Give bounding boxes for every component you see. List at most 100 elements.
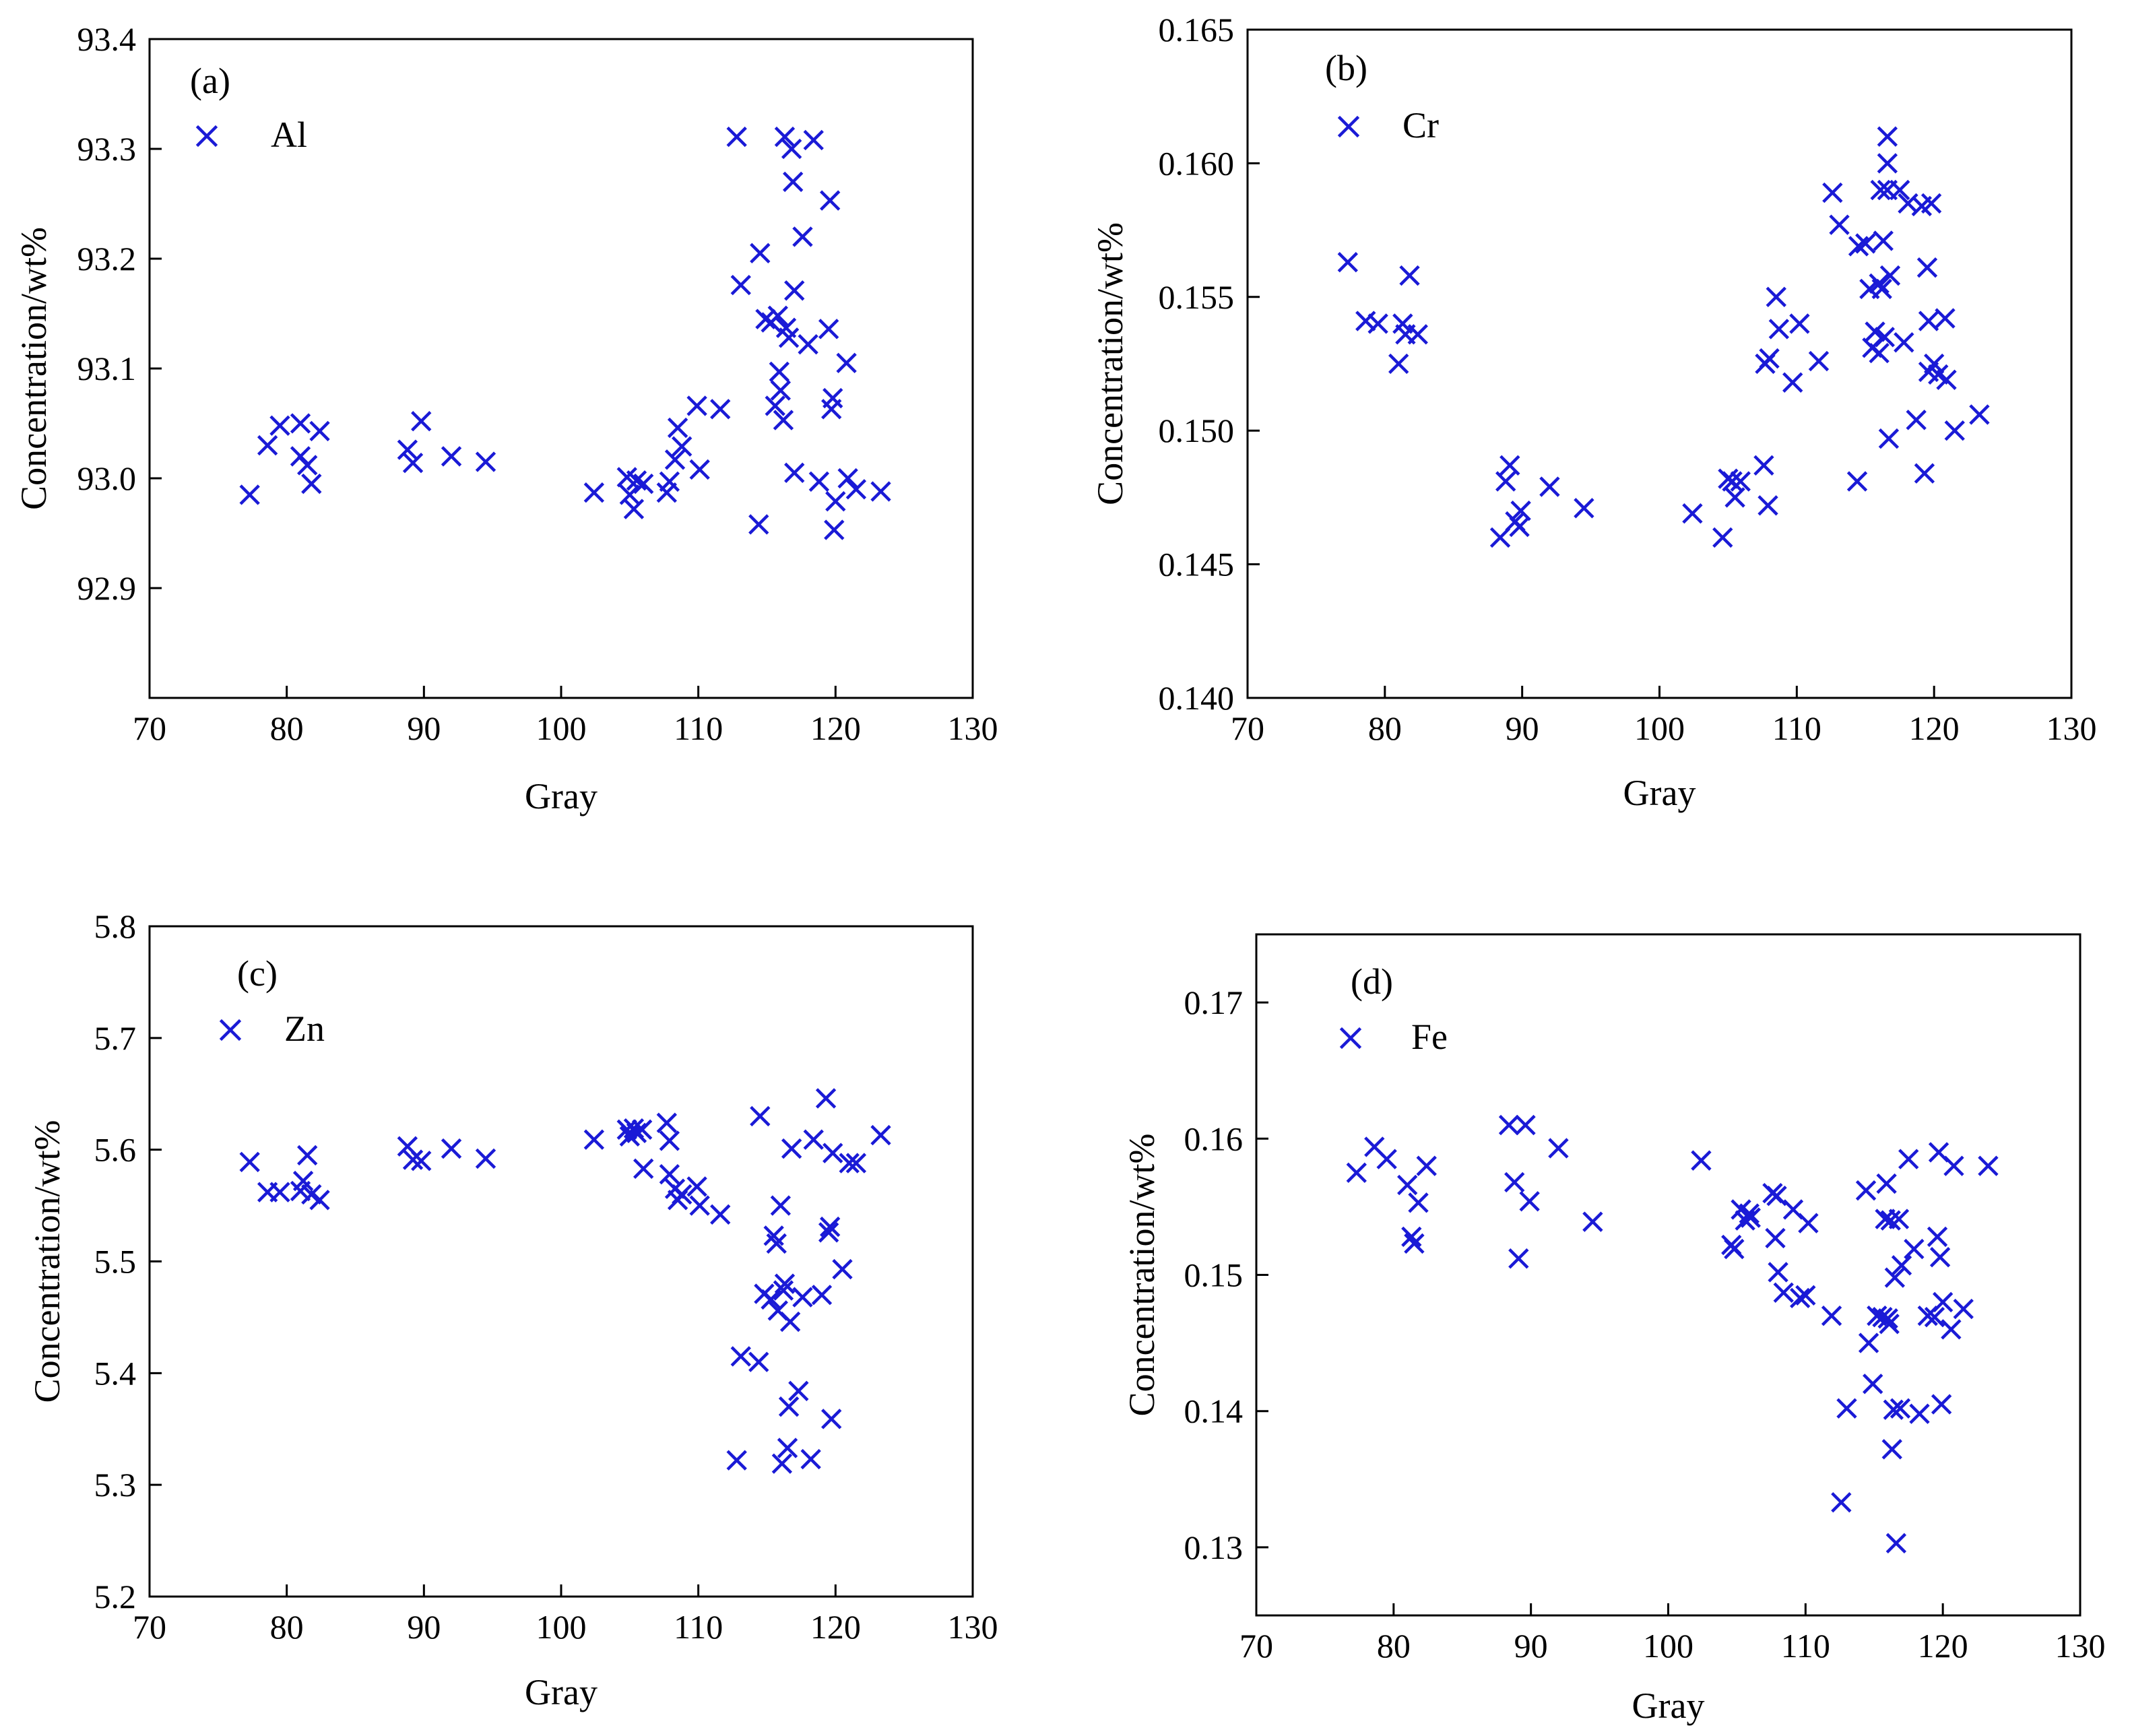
data-point bbox=[1931, 1394, 1952, 1415]
data-point bbox=[748, 1351, 769, 1372]
x-tick-label: 80 bbox=[1377, 1627, 1411, 1665]
data-point bbox=[1924, 1307, 1945, 1328]
data-point bbox=[1891, 1255, 1912, 1276]
data-point bbox=[397, 439, 418, 460]
data-point bbox=[411, 1151, 432, 1171]
x-tick-label: 90 bbox=[1506, 709, 1539, 747]
y-tick-label: 0.17 bbox=[1184, 984, 1244, 1021]
data-point bbox=[672, 436, 692, 457]
data-points bbox=[239, 1088, 891, 1474]
data-point bbox=[773, 410, 794, 430]
data-point bbox=[755, 309, 776, 329]
data-point bbox=[803, 1129, 824, 1150]
data-point bbox=[1392, 313, 1413, 334]
data-point bbox=[1582, 1211, 1603, 1232]
y-tick-label: 93.3 bbox=[77, 130, 137, 168]
data-point bbox=[1855, 233, 1876, 254]
data-point bbox=[777, 1438, 798, 1458]
data-point bbox=[583, 1129, 605, 1150]
data-point bbox=[783, 171, 804, 193]
data-point bbox=[1795, 1285, 1816, 1306]
data-point bbox=[1904, 1238, 1925, 1260]
y-tick-label: 5.6 bbox=[94, 1131, 137, 1169]
y-tick-label: 0.13 bbox=[1184, 1529, 1244, 1566]
data-point bbox=[1870, 179, 1891, 201]
data-point bbox=[664, 449, 686, 470]
data-point bbox=[1916, 257, 1938, 278]
data-point bbox=[1909, 1403, 1930, 1424]
y-tick-label: 0.15 bbox=[1184, 1256, 1244, 1294]
y-tick-label: 93.0 bbox=[77, 459, 137, 497]
legend-label: Fe bbox=[1411, 1017, 1448, 1057]
data-point bbox=[656, 482, 678, 503]
x-tick-label: 120 bbox=[810, 709, 861, 747]
data-point bbox=[839, 1153, 860, 1174]
panel-label: (c) bbox=[237, 953, 278, 994]
data-point bbox=[726, 1450, 747, 1471]
data-point bbox=[1927, 1226, 1948, 1248]
data-point bbox=[818, 1222, 839, 1243]
data-point bbox=[1759, 348, 1780, 369]
data-point bbox=[1877, 153, 1898, 174]
data-point bbox=[1935, 308, 1956, 329]
data-point bbox=[1869, 342, 1890, 364]
y-tick-label: 93.2 bbox=[77, 240, 137, 278]
data-point bbox=[1894, 332, 1914, 353]
data-point bbox=[1923, 353, 1945, 375]
data-point bbox=[297, 455, 318, 476]
x-tick-label: 90 bbox=[407, 709, 441, 747]
data-point bbox=[1712, 527, 1733, 548]
data-point bbox=[1836, 1398, 1857, 1419]
panel-b: 70 80 90 100 110 120 130 0.140 0.145 0.150 0.155 0.… bbox=[1090, 11, 2097, 813]
data-point bbox=[1821, 1305, 1842, 1326]
data-point bbox=[633, 473, 654, 494]
data-point bbox=[1885, 1533, 1907, 1554]
data-point bbox=[1822, 182, 1843, 203]
legend: Cr bbox=[1337, 105, 1439, 146]
data-point bbox=[770, 380, 792, 401]
data-point bbox=[1376, 1149, 1397, 1169]
data-point bbox=[411, 411, 432, 432]
data-point bbox=[792, 1287, 813, 1308]
data-point bbox=[290, 413, 311, 434]
data-point bbox=[832, 1258, 853, 1280]
data-points bbox=[1337, 126, 1990, 548]
data-point bbox=[767, 305, 788, 326]
data-point bbox=[1914, 463, 1935, 484]
data-point bbox=[1753, 455, 1774, 476]
x-tick-label: 100 bbox=[1634, 709, 1685, 747]
data-point bbox=[1515, 1114, 1536, 1136]
data-point bbox=[689, 459, 710, 480]
y-axis-title: Concentration/wt% bbox=[1122, 1134, 1162, 1417]
data-point bbox=[1829, 214, 1850, 235]
data-point bbox=[1888, 1209, 1910, 1229]
legend-label: Cr bbox=[1402, 105, 1439, 146]
x-axis-title: Gray bbox=[525, 1672, 598, 1712]
x-tick-label: 70 bbox=[1231, 709, 1264, 747]
data-point bbox=[1388, 353, 1409, 375]
data-point bbox=[475, 451, 496, 472]
data-point bbox=[1691, 1150, 1712, 1171]
data-point bbox=[798, 333, 818, 355]
data-point bbox=[1863, 1374, 1883, 1394]
data-point bbox=[686, 1176, 707, 1197]
x-tick-label: 120 bbox=[1909, 709, 1960, 747]
data-point bbox=[1757, 495, 1778, 516]
data-point bbox=[770, 1195, 792, 1216]
data-point bbox=[1936, 369, 1957, 390]
data-point bbox=[1943, 1155, 1964, 1176]
data-point bbox=[1869, 273, 1890, 294]
data-point bbox=[1766, 286, 1786, 307]
data-point bbox=[1890, 179, 1910, 201]
x-tick-label: 130 bbox=[948, 1608, 998, 1646]
data-point bbox=[778, 327, 800, 348]
data-point bbox=[1953, 1298, 1974, 1320]
legend-marker-icon bbox=[1339, 1027, 1362, 1050]
data-point bbox=[784, 280, 805, 301]
data-point bbox=[845, 479, 867, 500]
data-point bbox=[710, 1204, 731, 1225]
x-tick-label: 100 bbox=[536, 709, 587, 747]
legend-marker-icon bbox=[1337, 115, 1360, 138]
data-point bbox=[1831, 1491, 1852, 1513]
data-point bbox=[1876, 1173, 1897, 1194]
